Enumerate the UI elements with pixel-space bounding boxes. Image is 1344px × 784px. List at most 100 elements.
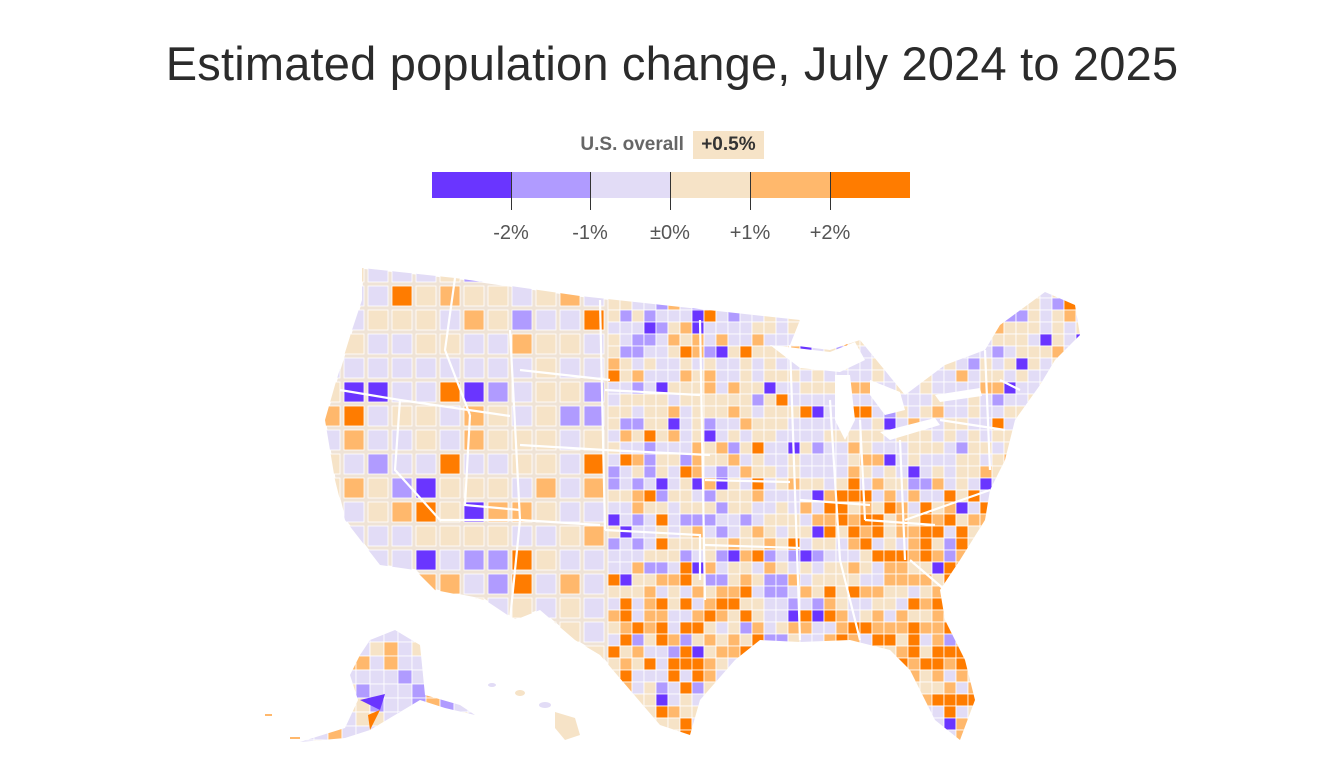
county-cell [835, 597, 849, 611]
county-cell [619, 585, 633, 599]
county-cell [691, 321, 705, 335]
county-cell [847, 297, 861, 311]
county-cell [1051, 333, 1065, 347]
county-cell [763, 549, 777, 563]
county-cell [535, 357, 557, 379]
county-cell [391, 477, 413, 499]
county-cell [967, 297, 981, 311]
county-cell [463, 453, 485, 475]
county-cell [656, 742, 668, 754]
county-cell [1039, 585, 1053, 599]
county-cell [763, 681, 777, 695]
county-cell [607, 321, 621, 335]
county-cell [583, 381, 605, 403]
county-cell [823, 513, 837, 527]
county-cell [943, 549, 957, 563]
county-cell [751, 549, 765, 563]
county-cell [1015, 717, 1029, 731]
county-cell [727, 537, 741, 551]
county-cell [619, 453, 633, 467]
county-cell [667, 693, 681, 707]
county-cell [883, 717, 897, 731]
county-cell [739, 357, 753, 371]
county-cell [1051, 417, 1065, 431]
county-cell [763, 693, 777, 707]
county-cell [907, 441, 921, 455]
alaska-borough-cell [411, 630, 427, 643]
county-cell [1051, 285, 1065, 299]
county-cell [1063, 429, 1077, 443]
county-cell [991, 333, 1005, 347]
county-cell [667, 405, 681, 419]
county-cell [619, 573, 633, 587]
county-cell [619, 273, 633, 287]
county-cell [836, 742, 848, 754]
legend-tick-3 [670, 172, 671, 210]
county-cell [631, 729, 645, 740]
county-cell [667, 453, 681, 467]
county-cell [907, 309, 921, 323]
alaska-borough-cell [327, 630, 343, 643]
county-cell [415, 285, 437, 307]
county-cell [607, 633, 621, 647]
alaska-borough-cell [369, 725, 385, 741]
county-cell [955, 669, 969, 683]
county-cell [799, 561, 813, 575]
county-cell [727, 465, 741, 479]
county-cell [1063, 681, 1077, 695]
county-cell [931, 609, 945, 623]
county-cell [787, 621, 801, 635]
county-cell [1075, 633, 1080, 647]
county-cell [367, 573, 389, 595]
county-cell [607, 621, 621, 635]
county-cell [703, 381, 717, 395]
county-cell [643, 489, 657, 503]
county-cell [895, 669, 909, 683]
county-cell [799, 465, 813, 479]
county-cell [751, 501, 765, 515]
county-cell [1039, 717, 1053, 731]
alaska-borough-cell [439, 655, 455, 671]
county-cell [463, 477, 485, 499]
county-cell [1051, 309, 1065, 323]
county-cell [980, 742, 992, 754]
alaska-borough-cell [327, 641, 343, 657]
county-cell [871, 681, 885, 695]
county-cell [763, 333, 777, 347]
county-cell [439, 285, 461, 307]
county-cell [968, 742, 980, 754]
county-cell [1015, 393, 1029, 407]
county-cell [943, 369, 957, 383]
county-cell [1015, 453, 1029, 467]
county-cell [1051, 609, 1065, 623]
county-cell [967, 609, 981, 623]
county-cell [991, 357, 1005, 371]
alaska-borough-cell [355, 725, 371, 741]
county-cell [1015, 333, 1029, 347]
county-cell [1003, 693, 1017, 707]
county-cell [1051, 549, 1065, 563]
county-cell [619, 717, 633, 731]
county-cell [1039, 693, 1053, 707]
county-cell [907, 297, 921, 311]
county-cell [931, 369, 945, 383]
county-cell [679, 513, 693, 527]
county-cell [583, 717, 605, 739]
county-cell [979, 573, 993, 587]
county-cell [1003, 621, 1017, 635]
county-cell [692, 742, 704, 754]
county-cell [1063, 417, 1077, 431]
county-cell [931, 321, 945, 335]
county-cell [967, 501, 981, 515]
county-cell [1027, 268, 1041, 275]
county-cell [835, 657, 849, 671]
county-cell [727, 417, 741, 431]
county-cell [1027, 573, 1041, 587]
county-cell [1063, 405, 1077, 419]
county-cell [991, 489, 1005, 503]
county-cell [1075, 405, 1080, 419]
county-cell [919, 573, 933, 587]
county-cell [835, 268, 849, 275]
county-cell [535, 645, 557, 667]
county-cell [439, 501, 461, 523]
